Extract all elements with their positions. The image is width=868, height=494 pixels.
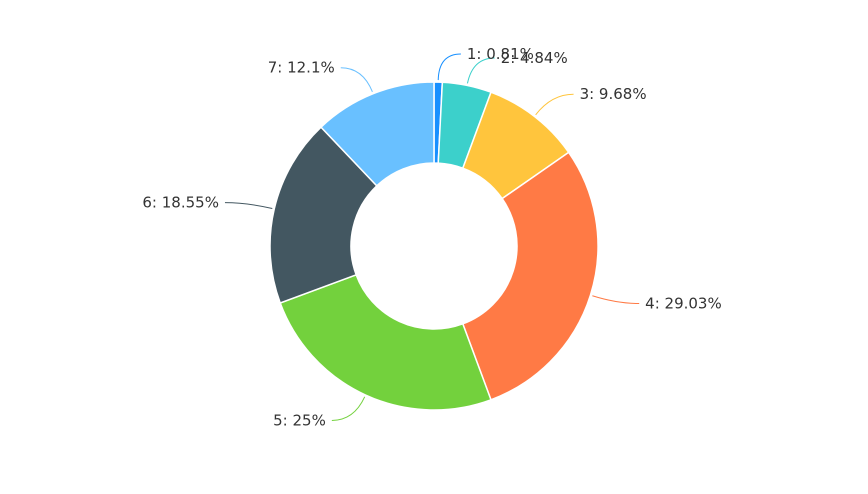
leader-lines [224,53,640,421]
slice-label-7: 7: 12.1% [268,59,335,77]
slice-labels: 1: 0.81%2: 4.84% 3: 9.68% 4: 29.03% 5: 25% 6… [142,45,721,429]
donut-slice-5[interactable] [279,273,492,411]
donut-slice-4[interactable] [461,151,599,401]
leader-line-7 [340,67,373,93]
leader-line-3 [535,93,574,116]
donut-slice-6[interactable] [269,126,378,304]
leader-line-6 [224,202,273,209]
slice-label-3: 3: 9.68% [580,85,647,103]
slice-label-1: 1: 0.81% [467,45,534,63]
donut-slices [269,81,599,411]
slice-label-5: 5: 25% [273,411,326,429]
slice-label-2: 2: 4.84% [501,49,568,67]
slice-label-6: 6: 18.55% [142,194,219,212]
leader-line-2 [466,57,495,84]
leader-line-5 [331,396,366,421]
leader-line-4 [592,295,640,305]
donut-slice-7[interactable] [319,81,435,187]
slice-label-4: 4: 29.03% [645,295,722,313]
leader-line-1 [437,53,461,81]
